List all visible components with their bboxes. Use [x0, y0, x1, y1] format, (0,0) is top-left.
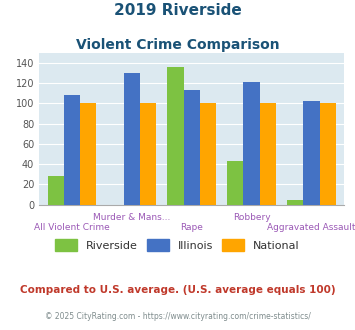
Bar [64, 95, 80, 205]
Bar [303, 101, 320, 205]
Text: Aggravated Assault: Aggravated Assault [267, 223, 355, 232]
Bar [124, 73, 140, 205]
Text: Rape: Rape [180, 223, 203, 232]
Bar [184, 90, 200, 205]
Text: 2019 Riverside: 2019 Riverside [114, 3, 241, 18]
Text: Murder & Mans...: Murder & Mans... [93, 213, 170, 222]
Text: Violent Crime Comparison: Violent Crime Comparison [76, 38, 279, 52]
Text: All Violent Crime: All Violent Crime [34, 223, 110, 232]
Text: Robbery: Robbery [233, 213, 271, 222]
Bar [200, 103, 216, 205]
Bar [168, 67, 184, 205]
Bar [287, 200, 303, 205]
Bar [244, 82, 260, 205]
Text: Compared to U.S. average. (U.S. average equals 100): Compared to U.S. average. (U.S. average … [20, 285, 335, 295]
Bar [140, 103, 156, 205]
Bar [48, 176, 64, 205]
Bar [80, 103, 96, 205]
Bar [260, 103, 276, 205]
Text: © 2025 CityRating.com - https://www.cityrating.com/crime-statistics/: © 2025 CityRating.com - https://www.city… [45, 312, 310, 321]
Legend: Riverside, Illinois, National: Riverside, Illinois, National [50, 235, 305, 255]
Bar [227, 161, 244, 205]
Bar [320, 103, 336, 205]
